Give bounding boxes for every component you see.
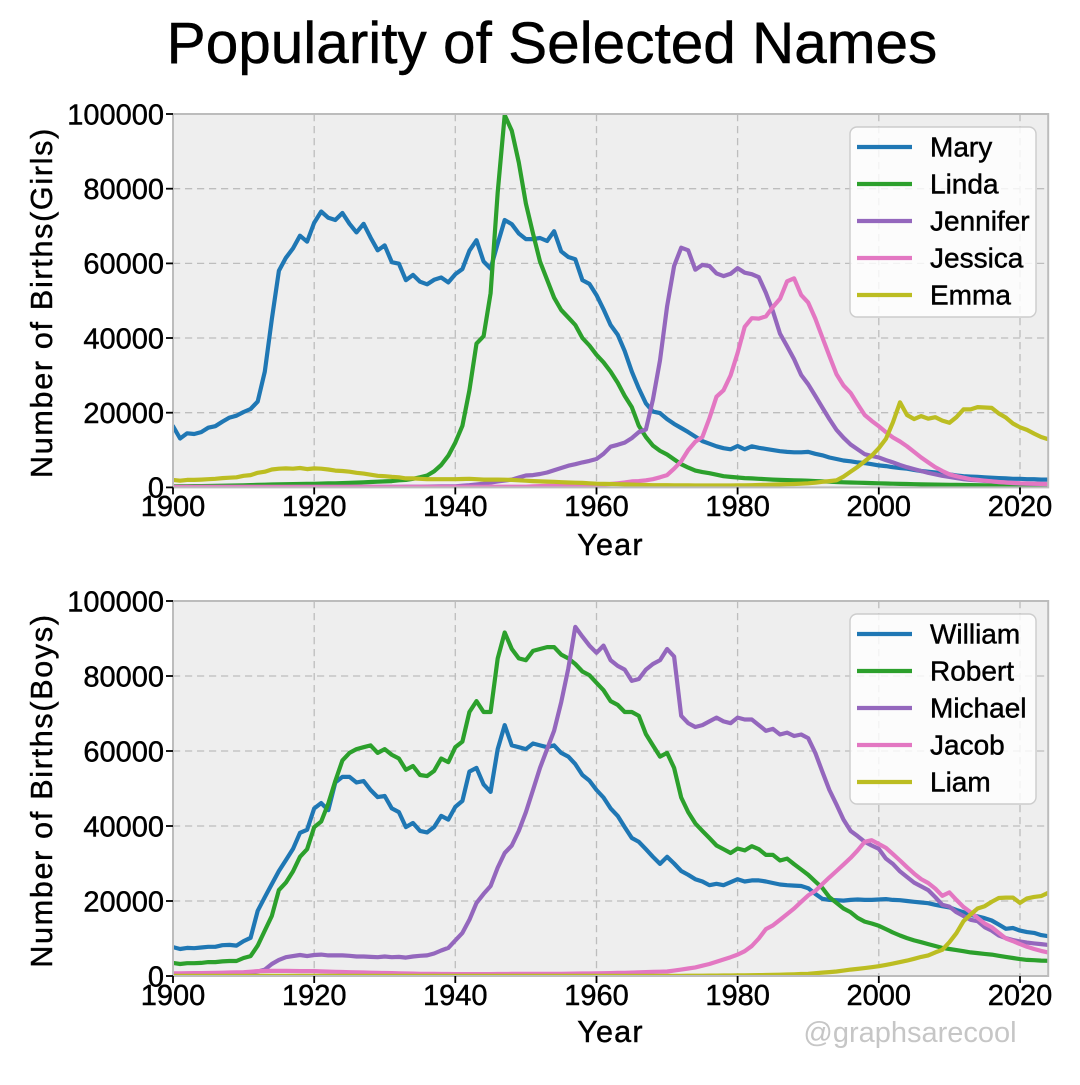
svg-text:1980: 1980: [705, 491, 770, 523]
svg-text:1980: 1980: [705, 980, 770, 1012]
svg-text:1900: 1900: [141, 491, 206, 523]
svg-text:Year: Year: [577, 528, 643, 562]
svg-text:40000: 40000: [83, 323, 164, 355]
svg-text:1940: 1940: [423, 491, 488, 523]
svg-text:Robert: Robert: [930, 656, 1014, 687]
svg-text:0: 0: [148, 473, 164, 505]
svg-text:Number of Births(Boys): Number of Births(Boys): [25, 613, 59, 967]
svg-text:80000: 80000: [83, 661, 164, 693]
svg-text:Linda: Linda: [930, 169, 999, 200]
svg-text:Jennifer: Jennifer: [930, 206, 1030, 237]
svg-text:William: William: [930, 619, 1020, 650]
svg-text:2020: 2020: [988, 980, 1053, 1012]
svg-text:Jessica: Jessica: [930, 243, 1024, 274]
svg-text:Liam: Liam: [930, 767, 991, 798]
svg-text:20000: 20000: [83, 398, 164, 430]
svg-text:Number of Births(Girls): Number of Births(Girls): [25, 127, 59, 478]
svg-text:Popularity of Selected Names: Popularity of Selected Names: [167, 11, 938, 76]
svg-text:20000: 20000: [83, 886, 164, 918]
svg-text:80000: 80000: [83, 174, 164, 206]
svg-text:1960: 1960: [564, 980, 629, 1012]
svg-text:@graphsarecool: @graphsarecool: [803, 1017, 1016, 1049]
svg-text:1960: 1960: [564, 491, 629, 523]
svg-text:Michael: Michael: [930, 693, 1026, 724]
svg-text:2000: 2000: [847, 491, 912, 523]
svg-text:1920: 1920: [282, 491, 347, 523]
svg-text:60000: 60000: [83, 249, 164, 281]
svg-text:1940: 1940: [423, 980, 488, 1012]
svg-text:0: 0: [148, 961, 164, 993]
svg-text:100000: 100000: [67, 99, 164, 131]
svg-text:2020: 2020: [988, 491, 1053, 523]
svg-text:2000: 2000: [847, 980, 912, 1012]
svg-text:40000: 40000: [83, 811, 164, 843]
svg-text:100000: 100000: [67, 586, 164, 618]
svg-text:1900: 1900: [141, 980, 206, 1012]
svg-text:Year: Year: [577, 1015, 643, 1049]
svg-text:60000: 60000: [83, 736, 164, 768]
svg-text:Mary: Mary: [930, 132, 992, 163]
svg-text:Jacob: Jacob: [930, 730, 1005, 761]
svg-text:Emma: Emma: [930, 280, 1011, 311]
svg-text:1920: 1920: [282, 980, 347, 1012]
